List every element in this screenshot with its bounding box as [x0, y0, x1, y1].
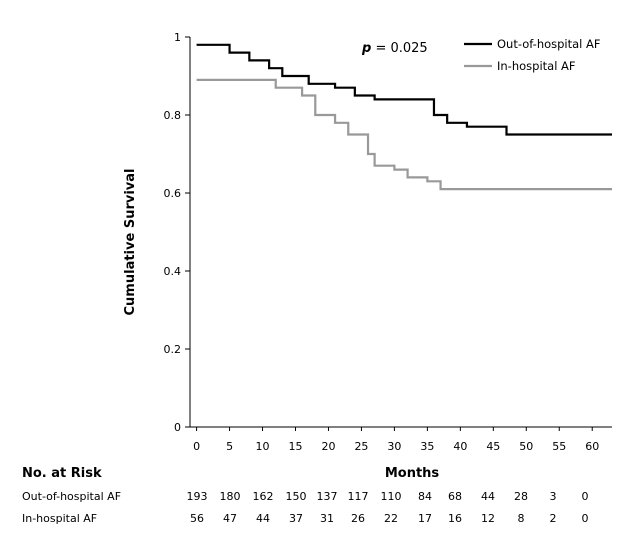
y-tick-label: 0	[174, 421, 181, 434]
risk-value: 3	[550, 490, 557, 503]
risk-value: 22	[384, 512, 398, 525]
y-tick-label: 1	[174, 31, 181, 44]
risk-value: 47	[223, 512, 237, 525]
risk-value: 12	[481, 512, 495, 525]
risk-value: 180	[220, 490, 241, 503]
risk-value: 26	[351, 512, 365, 525]
risk-value: 117	[348, 490, 369, 503]
legend-label: Out-of-hospital AF	[497, 37, 601, 51]
risk-value: 68	[448, 490, 462, 503]
x-tick-label: 55	[552, 440, 566, 453]
x-tick-label: 20	[321, 440, 335, 453]
risk-value: 0	[582, 490, 589, 503]
x-tick-label: 10	[256, 440, 270, 453]
risk-value: 37	[289, 512, 303, 525]
p-value-symbol: p	[361, 41, 371, 56]
x-tick-label: 35	[420, 440, 434, 453]
x-tick-label: 50	[519, 440, 533, 453]
x-tick-label: 25	[354, 440, 368, 453]
risk-value: 150	[286, 490, 307, 503]
risk-value: 84	[418, 490, 432, 503]
risk-value: 44	[256, 512, 270, 525]
x-tick-label: 40	[453, 440, 467, 453]
p-value-text: = 0.025	[371, 41, 427, 56]
series-line-out-of-hospital	[196, 43, 612, 136]
x-tick-label: 15	[289, 440, 303, 453]
risk-row-label: Out-of-hospital AF	[22, 490, 121, 503]
y-axis-title: Cumulative Survival	[123, 169, 138, 316]
series-lines	[196, 43, 612, 191]
risk-value: 8	[518, 512, 525, 525]
x-tick-label: 0	[193, 440, 200, 453]
x-axis-title: Months	[385, 466, 440, 481]
risk-value: 56	[190, 512, 204, 525]
risk-value: 2	[550, 512, 557, 525]
y-tick-label: 0.8	[164, 109, 182, 122]
y-tick-label: 0.2	[164, 343, 182, 356]
risk-value: 137	[317, 490, 338, 503]
y-tick-label: 0.4	[164, 265, 182, 278]
risk-value: 44	[481, 490, 495, 503]
series-line-in-hospital	[196, 78, 612, 191]
y-tick-label: 0.6	[164, 187, 182, 200]
axes: 00.20.40.60.810 5 10 15 20 25 30 35 40 45 50 55 60	[164, 31, 612, 453]
x-tick-label: 5	[226, 440, 233, 453]
risk-value: 28	[514, 490, 528, 503]
risk-table: Out-of-hospital AF 193 180 162 150 137 117 110 8…	[22, 490, 589, 525]
x-tick-label: 30	[387, 440, 401, 453]
legend-label: In-hospital AF	[497, 59, 576, 73]
risk-value: 193	[187, 490, 208, 503]
x-tick-label: 60	[585, 440, 599, 453]
risk-table-title: No. at Risk	[22, 466, 102, 481]
risk-value: 16	[448, 512, 462, 525]
p-value-annotation: p = 0.025	[361, 41, 428, 56]
x-tick-label: 45	[486, 440, 500, 453]
risk-value: 31	[320, 512, 334, 525]
legend: Out-of-hospital AF In-hospital AF	[464, 37, 601, 73]
risk-value: 17	[418, 512, 432, 525]
risk-value: 162	[253, 490, 274, 503]
risk-value: 0	[582, 512, 589, 525]
risk-row-label: In-hospital AF	[22, 512, 97, 525]
risk-value: 110	[381, 490, 402, 503]
